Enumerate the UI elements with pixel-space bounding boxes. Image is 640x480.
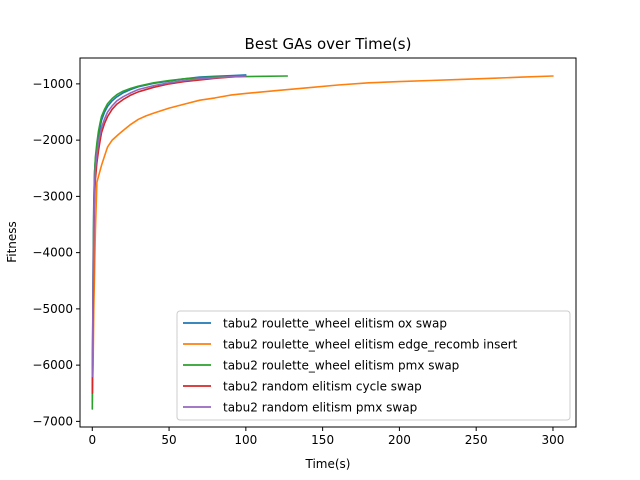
y-tick-label: −3000 [32,189,73,203]
x-tick-label: 300 [542,433,565,447]
x-axis-ticks: 0 50 100 150 200 250 300 [88,427,564,447]
y-tick-label: −7000 [32,414,73,428]
series-line-3 [91,75,289,410]
x-tick-label: 150 [311,433,334,447]
y-axis-ticks: −7000 −6000 −5000 −4000 −3000 −2000 −1000 [32,77,80,428]
x-axis-label: Time(s) [305,457,351,471]
legend-box [176,310,571,421]
y-tick-label: −4000 [32,246,73,260]
y-axis-label: Fitness [5,221,19,263]
x-tick-label: 200 [388,433,411,447]
y-tick-label: −2000 [32,133,73,147]
legend-label: tabu2 roulette_wheel elitism ox swap [223,317,447,331]
plot-series [91,74,554,410]
x-tick-label: 50 [161,433,176,447]
legend-label: tabu2 random elitism cycle swap [223,380,422,394]
chart-title: Best GAs over Time(s) [245,35,412,53]
y-tick-label: −5000 [32,302,73,316]
y-tick-label: −1000 [32,77,73,91]
x-tick-label: 0 [88,433,96,447]
axes-frame [79,57,577,428]
legend-label: tabu2 random elitism pmx swap [223,401,417,415]
legend-label: tabu2 roulette_wheel elitism edge_recomb… [223,338,518,352]
x-tick-label: 250 [465,433,488,447]
series-line-5 [91,75,247,378]
legend-items: tabu2 roulette_wheel elitism ox swap tabu… [183,317,518,415]
y-tick-label: −6000 [32,358,73,372]
series-line-2 [91,75,554,395]
legend-label: tabu2 roulette_wheel elitism pmx swap [223,359,459,373]
x-tick-label: 100 [234,433,257,447]
legend: tabu2 roulette_wheel elitism ox swap tabu… [176,310,571,421]
